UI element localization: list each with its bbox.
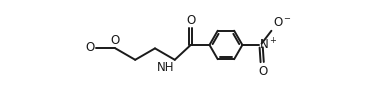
Text: O$^-$: O$^-$ (273, 16, 292, 29)
Text: O: O (258, 65, 267, 78)
Text: N$^+$: N$^+$ (259, 37, 278, 53)
Text: O: O (111, 34, 120, 47)
Text: O: O (186, 14, 195, 27)
Text: NH: NH (157, 61, 174, 74)
Text: O: O (85, 41, 95, 54)
